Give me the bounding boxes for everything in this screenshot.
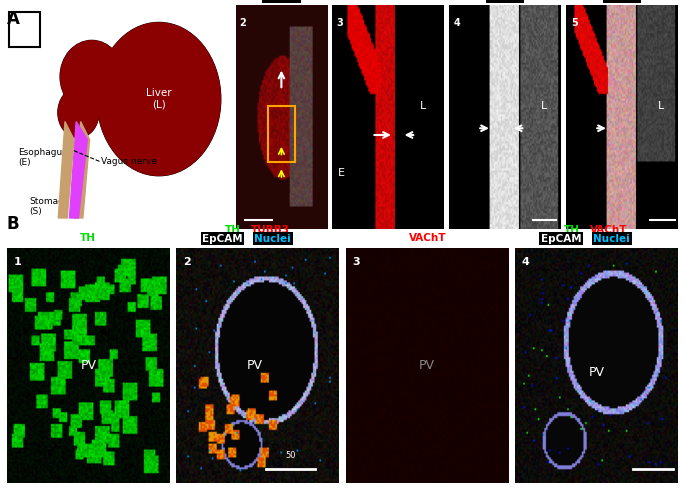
Text: TH: TH: [80, 233, 97, 243]
Text: PV: PV: [588, 366, 605, 379]
Text: 2: 2: [183, 257, 190, 267]
Text: Stomach
(S): Stomach (S): [29, 197, 69, 217]
Ellipse shape: [97, 23, 221, 175]
Text: VAChT: VAChT: [264, 0, 299, 2]
Text: Nuclei: Nuclei: [593, 234, 630, 244]
Text: Esophagus
(E): Esophagus (E): [18, 148, 67, 167]
Text: 5: 5: [571, 19, 577, 28]
Text: Vagus nerve: Vagus nerve: [101, 158, 157, 166]
Text: 1: 1: [20, 22, 29, 37]
Text: 4: 4: [522, 257, 530, 267]
Text: Liver
(L): Liver (L): [146, 88, 172, 110]
Text: L: L: [658, 101, 664, 111]
Text: PV: PV: [247, 359, 262, 372]
Text: TH: TH: [564, 225, 580, 235]
Text: B: B: [7, 215, 19, 233]
Polygon shape: [74, 122, 90, 218]
Text: 3: 3: [337, 19, 344, 28]
Text: VAChT: VAChT: [408, 233, 446, 243]
Polygon shape: [69, 122, 88, 218]
Text: VAChT: VAChT: [488, 0, 523, 2]
Ellipse shape: [60, 41, 123, 113]
FancyBboxPatch shape: [9, 12, 40, 47]
Text: PV: PV: [419, 359, 435, 372]
Text: Nuclei: Nuclei: [254, 234, 291, 244]
Bar: [268, 106, 295, 162]
Text: L: L: [541, 101, 547, 111]
Text: VAChT: VAChT: [605, 0, 640, 2]
Text: 50: 50: [285, 450, 296, 460]
Text: TUBB3: TUBB3: [251, 225, 290, 235]
Text: EpCAM: EpCAM: [202, 234, 242, 244]
Text: 1: 1: [14, 257, 21, 267]
Text: E: E: [338, 168, 345, 178]
Text: A: A: [7, 10, 20, 28]
Ellipse shape: [58, 88, 99, 137]
Text: 2: 2: [239, 19, 246, 28]
Polygon shape: [58, 122, 74, 218]
Text: L: L: [419, 101, 426, 111]
Text: 3: 3: [352, 257, 360, 267]
Text: PV: PV: [80, 359, 97, 372]
Text: VAChT: VAChT: [590, 225, 627, 235]
Text: TH: TH: [225, 225, 240, 235]
Text: EpCAM: EpCAM: [541, 234, 582, 244]
Text: 4: 4: [454, 19, 460, 28]
